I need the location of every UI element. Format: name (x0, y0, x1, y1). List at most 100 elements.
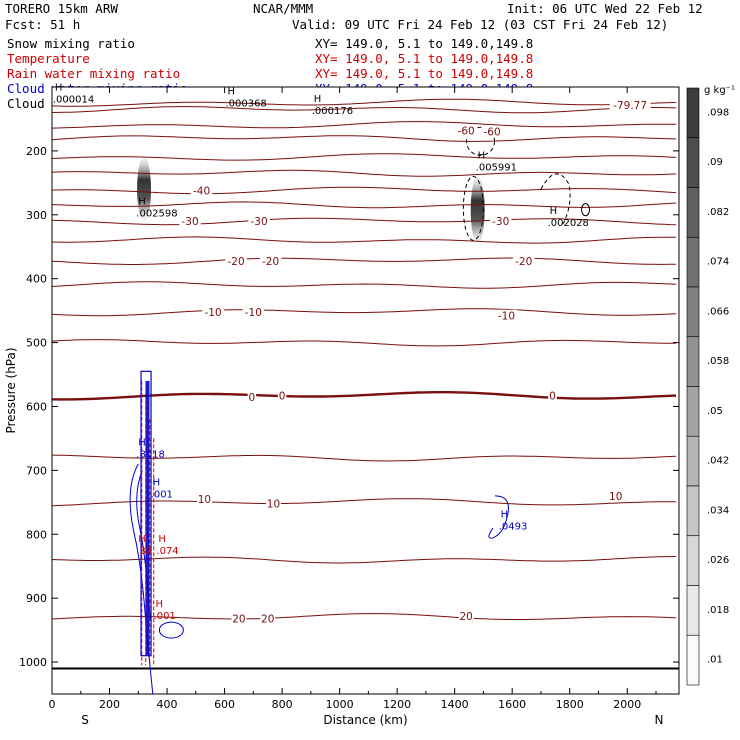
isotherm-label: -20 (262, 256, 279, 268)
high-marker-symbol: H (550, 206, 558, 217)
isotherm-line (52, 556, 677, 564)
legend-field-name: Temperature (7, 51, 90, 66)
high-marker-symbol: H (55, 83, 63, 94)
isotherm-label: 10 (609, 491, 622, 503)
y-axis-title: Pressure (hPa) (4, 347, 18, 433)
isotherm-label: -10 (204, 307, 221, 319)
legend-xy-range: XY= 149.0, 5.1 to 149.0,149.8 (315, 66, 533, 81)
temperature-labels: -40 -30 -30 -30 -20 -20 -20 -10 -10 -10 0 0 0 10 10 10 2… (179, 98, 651, 626)
isotherm-label: -30 (492, 216, 509, 228)
legend-field-name: Snow mixing ratio (7, 36, 135, 51)
colorbar-level-label: .074 (707, 257, 729, 268)
model-title: TORERO 15km ARW (5, 1, 118, 16)
legend-xy-range: XY= 149.0, 5.1 to 149.0,149.8 (315, 36, 533, 51)
y-tick-label: 500 (26, 337, 47, 350)
isotherm-label: -10 (498, 311, 515, 323)
temperature-contours (52, 98, 679, 670)
x-tick-label: 600 (214, 698, 235, 711)
isotherm-label: 10 (198, 494, 211, 506)
snow-contour (540, 173, 571, 225)
y-tick-label: 200 (26, 145, 47, 158)
isotherm-label: 0 (279, 391, 286, 403)
colorbar-segment (686, 535, 700, 586)
label-mask (259, 254, 282, 267)
colorbar-level-label: .082 (707, 207, 729, 218)
colorbar-level-label: .01 (707, 655, 723, 666)
label-mask (190, 184, 213, 197)
colorbar-level-label: .05 (707, 406, 723, 417)
high-marker-symbol: H (138, 437, 146, 448)
label-mask (265, 497, 281, 510)
colorbar-segment (686, 634, 700, 686)
isotherm-line (52, 121, 677, 129)
high-marker-value: .002028 (548, 218, 589, 229)
label-mask (247, 390, 257, 403)
x-tick-label: 800 (272, 698, 293, 711)
label-mask (248, 215, 270, 228)
label-mask (489, 215, 512, 228)
high-marker-symbol: H (501, 509, 509, 520)
x-tick-label: 0 (49, 698, 56, 711)
convective-column (129, 126, 591, 694)
high-marker-value: .000368 (225, 99, 266, 110)
label-mask (458, 610, 474, 623)
colorbar-level-label: .034 (707, 505, 729, 516)
y-tick-label: 400 (26, 273, 47, 286)
isotherm-line (52, 281, 677, 289)
valid-time: Valid: 09 UTC Fri 24 Feb 12 (03 CST Fri … (292, 17, 668, 32)
isotherm-label: -60 (458, 125, 475, 137)
high-marker-symbol: H (478, 150, 486, 161)
cloud-water-core (145, 380, 150, 656)
colorbar-level-label: .09 (707, 157, 723, 168)
colorbar-level-label: .026 (707, 555, 729, 566)
label-mask (481, 125, 503, 138)
high-marker-value: .000014 (53, 95, 94, 106)
x-tick-label: 2000 (613, 698, 641, 711)
colorbar-level-label: .042 (707, 456, 729, 467)
x-tick-label: 1400 (441, 698, 469, 711)
y-tick-label: 600 (26, 400, 47, 413)
cloud-water-contour (129, 463, 154, 694)
isotherm-line (52, 391, 677, 401)
colorbar-segment (686, 485, 700, 537)
y-tick-label: 700 (26, 464, 47, 477)
isotherm-label: -60 (483, 127, 500, 139)
isotherm-label: -79.77 (613, 100, 647, 112)
snow-shaded-region (470, 176, 485, 244)
colorbar-segment (686, 236, 700, 288)
x-tick-label: 1000 (326, 698, 354, 711)
cloud-water-contour (488, 495, 509, 539)
high-marker-value: .001 (151, 490, 173, 501)
colorbar-level-label: .058 (707, 356, 729, 367)
label-mask (202, 305, 224, 318)
label-mask (548, 389, 557, 402)
isotherm-label: -10 (245, 307, 262, 319)
colorbar: .098 .09 .082 .074 .066 .058 .05 .042 .034 .026 .0… (686, 85, 735, 686)
label-mask (225, 254, 247, 267)
isotherm-line (52, 98, 677, 107)
high-marker-symbol: H (138, 196, 146, 207)
colorbar-unit: g kg⁻¹ (704, 85, 735, 96)
label-mask (277, 389, 287, 402)
isotherm-line (52, 454, 677, 462)
label-mask (608, 489, 624, 502)
isotherm-line (52, 613, 677, 620)
y-tick-label: 800 (26, 528, 47, 541)
high-marker-symbol: H (153, 478, 161, 489)
high-marker-value: .074 (156, 546, 178, 557)
isotherm-label: 20 (459, 611, 472, 623)
cloud-water-contour (158, 621, 184, 639)
x-tick-label: 400 (157, 698, 178, 711)
isotherm-line (52, 498, 676, 507)
x-axis-title: Distance (km) (323, 713, 407, 727)
forecast-hour: Fcst: 51 h (5, 17, 80, 32)
label-mask (455, 124, 477, 137)
label-mask (495, 309, 518, 322)
colorbar-segment (686, 336, 700, 387)
high-marker-value: .005991 (476, 162, 517, 173)
snow-contour (466, 126, 496, 156)
label-mask (260, 612, 276, 625)
isotherm-label: 20 (232, 614, 245, 626)
